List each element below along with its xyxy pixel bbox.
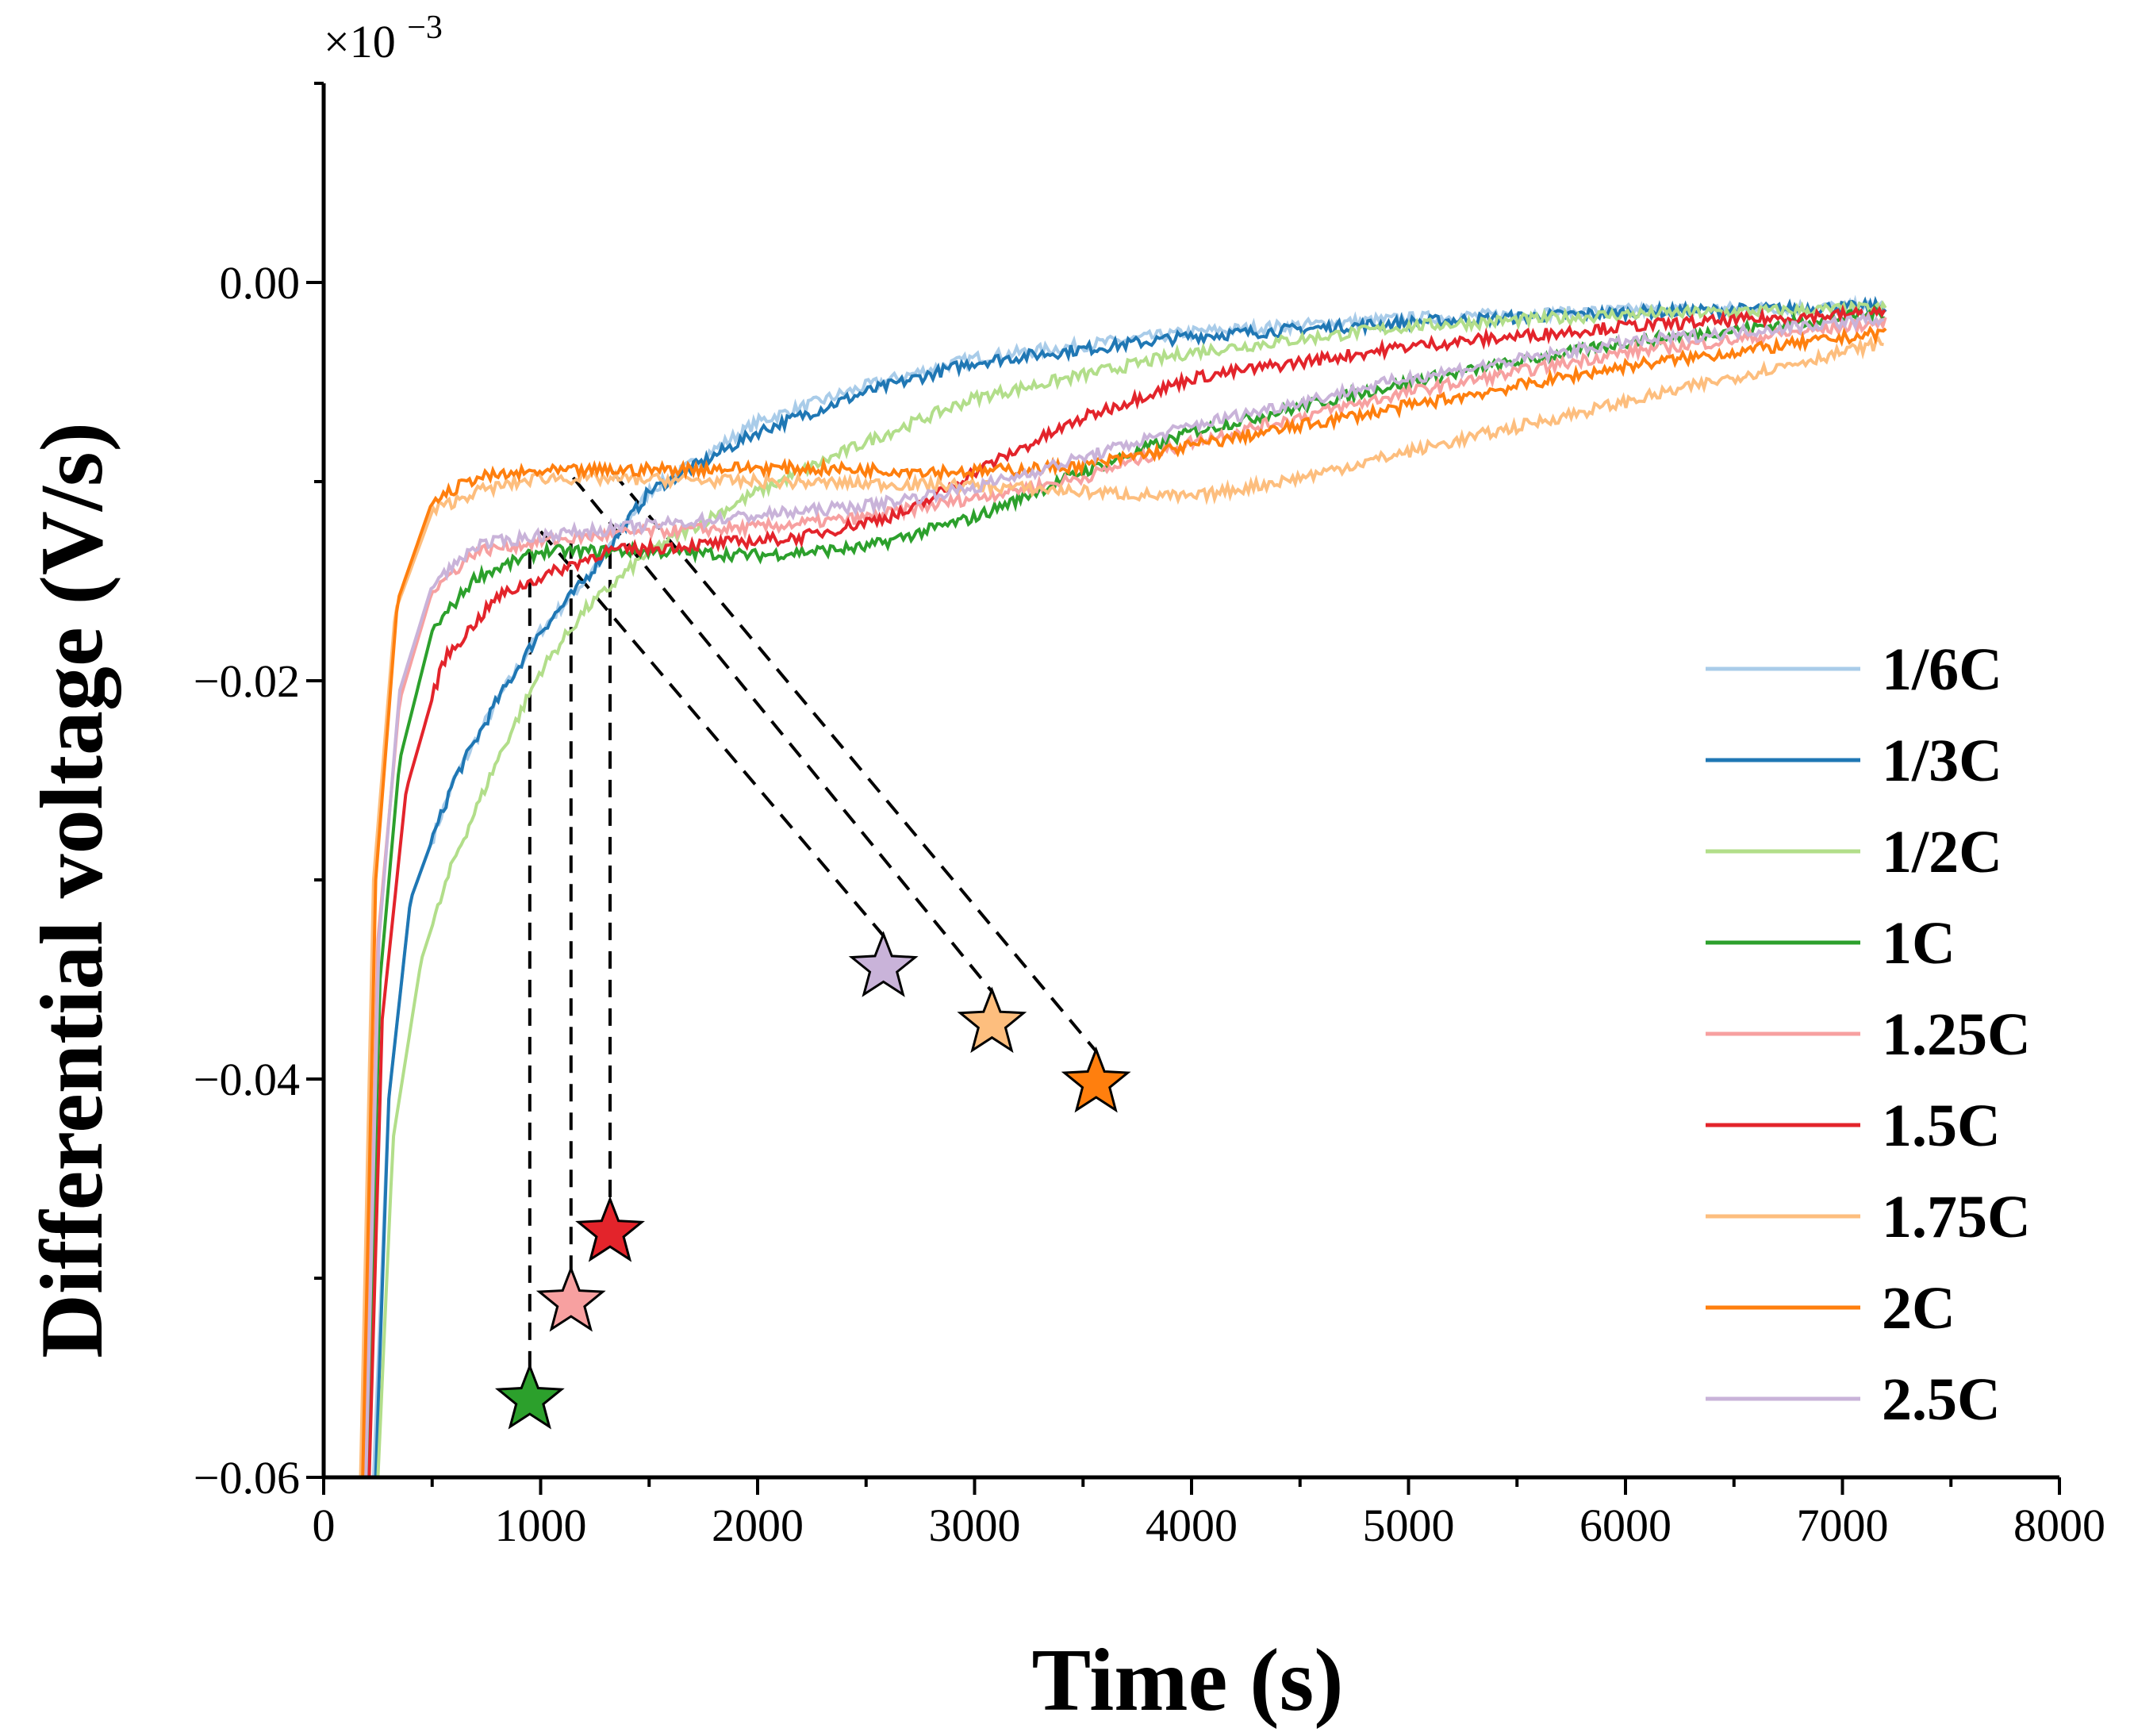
x-tick-label: 4000 [1146, 1500, 1238, 1551]
x-tick-label: 1000 [495, 1500, 587, 1551]
y-multiplier: ×10 −3 [324, 10, 443, 67]
x-tick-label: 3000 [929, 1500, 1021, 1551]
series-line-2C [361, 325, 1887, 1477]
star-marker-1.75C [957, 986, 1027, 1054]
legend-label-1.25C: 1.25C [1882, 1001, 2031, 1068]
x-tick-label: 8000 [2013, 1500, 2105, 1551]
legend-label-2C: 2C [1882, 1275, 1956, 1342]
star-markers [494, 931, 1131, 1430]
x-tick-label: 0 [313, 1500, 336, 1551]
series-line-1.5C [367, 304, 1886, 1477]
legend-label-1/2C: 1/2C [1882, 819, 2002, 885]
star-marker-1C [494, 1362, 565, 1430]
x-tick-label: 7000 [1797, 1500, 1889, 1551]
legend-label-1/3C: 1/3C [1882, 728, 2002, 794]
star-marker-2.5C [848, 931, 919, 997]
legend-label-2.5C: 2.5C [1882, 1366, 2001, 1433]
legend: 1/6C 1/3C 1/2C 1C 1.25C 1.5C 1.75C 2C 2.5C [1706, 636, 2031, 1433]
series-lines [359, 294, 1887, 1477]
x-tick-label: 2000 [712, 1500, 804, 1551]
y-tick-label: 0.00 [220, 257, 301, 309]
series-line-1C [365, 304, 1886, 1477]
marker-guides [528, 470, 1098, 1369]
star-marker-2C [1061, 1046, 1131, 1113]
x-tick-label: 6000 [1579, 1500, 1672, 1551]
x-tick-label: 5000 [1363, 1500, 1455, 1551]
y-tick-label: −0.04 [194, 1054, 300, 1105]
star-marker-1.25C [535, 1265, 606, 1332]
guide-2C [611, 470, 1098, 1053]
y-axis-title: Differential voltage (V/s) [23, 422, 121, 1358]
y-tick-label: −0.02 [194, 655, 300, 707]
series-line-1/2C [376, 300, 1887, 1477]
guide-1.75C [571, 476, 993, 993]
series-line-1/6C [371, 294, 1886, 1477]
legend-label-1.5C: 1.5C [1882, 1093, 2001, 1159]
y-tick-label: −0.06 [194, 1452, 300, 1504]
legend-label-1C: 1C [1882, 910, 1956, 977]
legend-label-1/6C: 1/6C [1882, 636, 2002, 703]
axes: 0 1000 2000 3000 4000 5000 6000 7000 8000 −0.06 −0… [194, 82, 2105, 1551]
series-line-1.25C [363, 317, 1887, 1477]
star-marker-1.5C [575, 1196, 645, 1262]
x-axis-title: Time (s) [1032, 1631, 1344, 1730]
legend-label-1.75C: 1.75C [1882, 1184, 2031, 1250]
series-line-2.5C [364, 310, 1885, 1477]
series-line-1.75C [359, 336, 1884, 1477]
